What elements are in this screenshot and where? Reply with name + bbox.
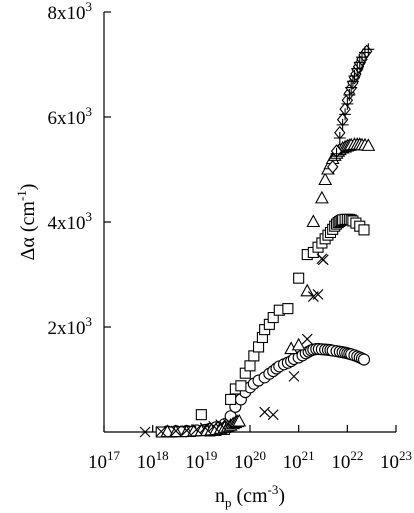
- data-point-triangle: [314, 190, 329, 204]
- data-point-plus: [336, 118, 349, 131]
- x-axis-label: np (cm-3): [215, 482, 285, 510]
- data-point-diamond: [326, 160, 339, 174]
- data-point-plus: [358, 46, 371, 59]
- data-point-square: [267, 311, 279, 324]
- data-point-cross: [312, 289, 324, 300]
- data-point-cross: [139, 426, 151, 438]
- data-point-cross: [267, 409, 279, 421]
- data-point-cross: [259, 406, 271, 418]
- data-point-cross: [170, 425, 182, 437]
- data-point-cross: [208, 420, 220, 432]
- x-tick-label: 1021: [283, 448, 315, 473]
- data-point-cross: [181, 425, 193, 436]
- data-point-cross: [199, 422, 211, 434]
- y-axis-label: Δα (cm-1): [14, 184, 39, 261]
- data-point-square: [244, 360, 256, 372]
- data-point-triangle: [318, 172, 333, 186]
- data-point-plus: [330, 147, 343, 160]
- x-tick-label: 1017: [88, 448, 121, 473]
- data-point-plus: [345, 81, 358, 94]
- y-tick-label: 8x103: [48, 0, 93, 24]
- data-point-plus: [346, 75, 359, 88]
- data-point-plus: [341, 97, 354, 110]
- data-point-plus: [333, 132, 346, 144]
- data-point-plus: [339, 108, 352, 121]
- data-point-square: [293, 272, 305, 284]
- data-point-cross: [317, 254, 329, 266]
- data-point-triangle: [291, 337, 306, 351]
- x-tick-label: 1023: [380, 448, 412, 473]
- data-point-square: [195, 409, 207, 421]
- data-point-triangle: [232, 413, 247, 427]
- data-point-square: [358, 224, 370, 236]
- data-point-cross: [222, 418, 234, 429]
- plot-area: 1017 1018 1019 1020 1021 1022 1023 2x103 4x103 6…: [48, 0, 413, 473]
- y-tick-label: 6x103: [48, 104, 93, 129]
- x-tick-label: 1018: [137, 448, 169, 473]
- y-tick-label: 4x103: [48, 209, 93, 234]
- data-point-plus: [353, 56, 366, 69]
- y-tick-label: 2x103: [48, 314, 93, 339]
- data-point-square: [225, 393, 237, 406]
- data-point-cross: [301, 333, 313, 345]
- data-point-square: [282, 303, 294, 315]
- data-point-square: [253, 341, 265, 353]
- data-point-cross: [191, 423, 203, 435]
- data-markers: [139, 43, 376, 438]
- series-plus: [330, 43, 375, 160]
- series-circle: [161, 342, 371, 438]
- data-point-plus: [355, 51, 368, 64]
- series-triangle: [160, 137, 376, 438]
- data-point-plus: [351, 62, 364, 75]
- series-cross: [139, 253, 329, 438]
- data-point-square: [235, 380, 247, 392]
- data-point-circle: [357, 353, 371, 366]
- data-point-triangle: [160, 424, 175, 438]
- data-point-cross: [155, 426, 167, 437]
- x-tick-label: 1020: [234, 448, 266, 473]
- y-axis-ticks: 2x103 4x103 6x103 8x103: [48, 0, 111, 339]
- data-point-plus: [348, 70, 361, 83]
- data-point-plus: [362, 43, 375, 56]
- data-point-cross: [288, 370, 300, 382]
- x-axis-ticks: 1017 1018 1019 1020 1021 1022 1023: [88, 425, 412, 473]
- series-square: [155, 213, 370, 438]
- data-point-triangle: [361, 138, 376, 151]
- data-point-plus: [343, 88, 356, 101]
- x-tick-label: 1022: [331, 448, 363, 473]
- x-tick-label: 1019: [185, 448, 217, 473]
- data-point-triangle: [306, 214, 321, 228]
